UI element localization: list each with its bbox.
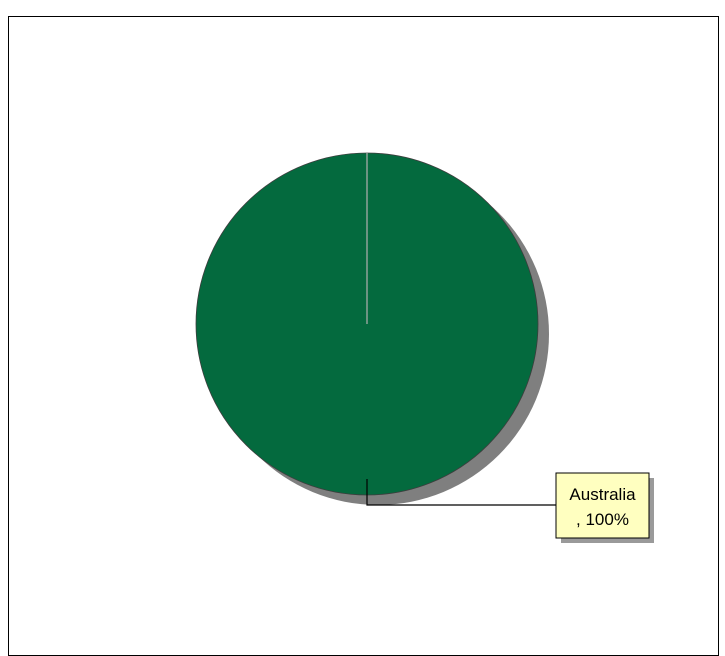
pie-chart: Australia , 100% [195,152,654,543]
data-label-box [555,472,650,539]
data-label-leader-line [366,479,556,506]
data-label-line-1: Australia [569,485,636,504]
data-label-line-2: , 100% [576,510,629,529]
